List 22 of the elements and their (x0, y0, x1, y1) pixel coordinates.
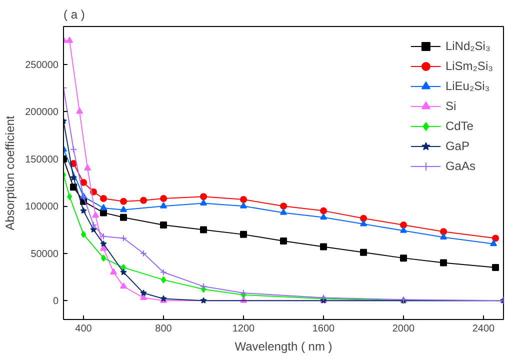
legend-label: LiSm₂Si₃ (445, 59, 493, 73)
legend-label: CdTe (445, 119, 474, 133)
y-tick-label: 150000 (25, 154, 59, 166)
x-tick-label: 2400 (472, 324, 496, 334)
y-tick-label: 50000 (30, 248, 59, 260)
y-tick-label: 100000 (25, 202, 59, 213)
y-tick-label: 0 (52, 296, 59, 308)
legend-label: Si (445, 99, 458, 113)
legend-label: LiNd₂Si₃ (445, 39, 490, 53)
legend-label: GaP (445, 139, 470, 153)
x-tick-label: 1600 (312, 324, 336, 334)
legend-label: LiEu₂Si₃ (445, 79, 490, 93)
x-tick-label: 400 (75, 324, 92, 334)
chart-title: ( a ) (64, 8, 85, 22)
y-tick-label: 250000 (25, 60, 59, 71)
y-tick-label: 200000 (25, 107, 59, 118)
y-axis-title: Absorption coefficient (3, 115, 18, 230)
x-tick-label: 800 (155, 324, 172, 334)
x-axis-title: Wavelength ( nm ) (234, 340, 332, 354)
x-tick-label: 1200 (232, 324, 256, 334)
x-tick-label: 2000 (392, 324, 416, 334)
legend-label: GaAs (445, 159, 476, 173)
